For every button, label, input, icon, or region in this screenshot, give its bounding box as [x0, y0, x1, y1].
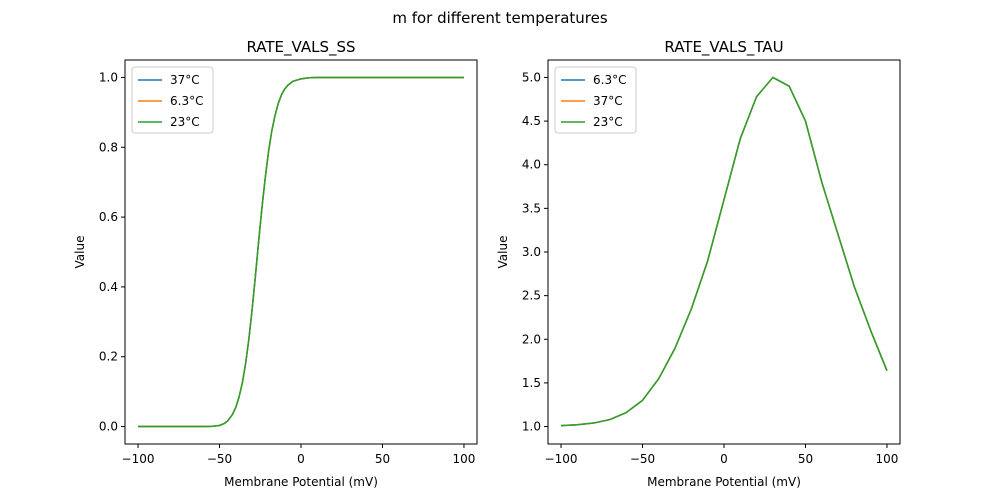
- x-tick-label: −50: [207, 452, 232, 466]
- y-ticks: 1.0 1.5 2.0 2.5 3.0 3.5 4.0 4.5 5.0: [522, 70, 548, 434]
- chart-rate-vals-ss: RATE_VALS_SS 0.0 0.2 0.4 0.6 0.8 1.0 −100 −50 0…: [73, 38, 478, 489]
- axes-frame: [547, 59, 901, 445]
- y-tick-label: 3.5: [522, 201, 541, 215]
- series-line-2: [560, 76, 888, 427]
- x-tick-label: −100: [122, 452, 155, 466]
- x-tick-label: −100: [545, 452, 578, 466]
- y-tick-label: 0.4: [99, 280, 118, 294]
- series-lines: [560, 76, 888, 427]
- y-axis-label: Value: [73, 236, 87, 269]
- chart-rate-vals-tau: RATE_VALS_TAU 1.0 1.5 2.0 2.5 3.0 3.5 4.0 4.5 5.…: [496, 38, 901, 489]
- x-tick-label: 0: [720, 452, 728, 466]
- x-tick-label: 50: [375, 452, 390, 466]
- legend-label: 6.3°C: [593, 73, 626, 87]
- x-tick-label: 50: [798, 452, 813, 466]
- legend-label: 23°C: [170, 115, 200, 129]
- legend-box: [131, 66, 214, 134]
- legend-label: 37°C: [593, 94, 623, 108]
- y-tick-label: 4.0: [522, 158, 541, 172]
- y-tick-label: 0.2: [99, 350, 118, 364]
- x-tick-label: 0: [297, 452, 305, 466]
- y-tick-label: 1.5: [522, 376, 541, 390]
- y-tick-label: 1.0: [522, 420, 541, 434]
- legend-label: 23°C: [593, 115, 623, 129]
- chart-title: RATE_VALS_TAU: [664, 38, 783, 57]
- axes-frame: [124, 59, 478, 445]
- y-axis-label: Value: [496, 236, 510, 269]
- chart-title: RATE_VALS_SS: [246, 38, 355, 57]
- y-ticks: 0.0 0.2 0.4 0.6 0.8 1.0: [99, 70, 125, 434]
- x-ticks: −100 −50 0 50 100: [545, 444, 899, 466]
- y-tick-label: 5.0: [522, 70, 541, 84]
- y-tick-label: 4.5: [522, 114, 541, 128]
- legend-box: [554, 66, 637, 134]
- x-axis-label: Membrane Potential (mV): [224, 475, 378, 489]
- x-tick-label: 100: [453, 452, 476, 466]
- x-ticks: −100 −50 0 50 100: [122, 444, 476, 466]
- legend-label: 6.3°C: [170, 94, 203, 108]
- y-tick-label: 1.0: [99, 70, 118, 84]
- figure-title: m for different temperatures: [392, 9, 608, 27]
- y-tick-label: 3.0: [522, 245, 541, 259]
- legend-label: 37°C: [170, 73, 200, 87]
- y-tick-label: 0.6: [99, 210, 118, 224]
- y-tick-label: 2.0: [522, 332, 541, 346]
- series-line-2: [138, 76, 464, 428]
- legend: 6.3°C 37°C 23°C: [554, 66, 637, 134]
- legend: 37°C 6.3°C 23°C: [131, 66, 214, 134]
- y-tick-label: 0.8: [99, 140, 118, 154]
- y-tick-label: 2.5: [522, 289, 541, 303]
- y-tick-label: 0.0: [99, 420, 118, 434]
- x-tick-label: −50: [630, 452, 655, 466]
- x-axis-label: Membrane Potential (mV): [647, 475, 801, 489]
- series-lines: [138, 76, 464, 428]
- x-tick-label: 100: [876, 452, 899, 466]
